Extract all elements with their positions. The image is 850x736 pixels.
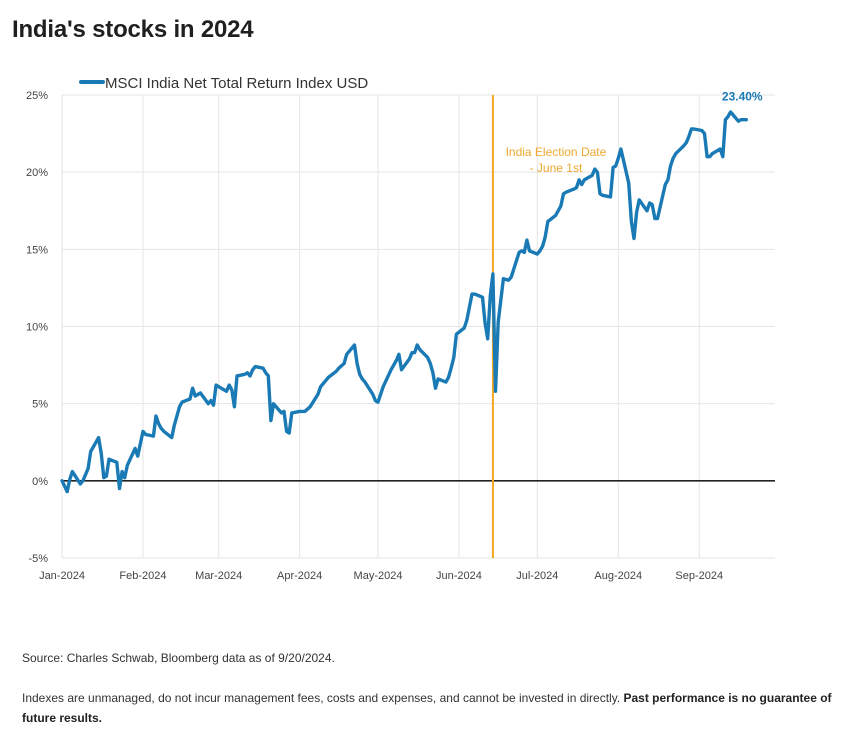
y-tick-label: -5% — [28, 553, 48, 565]
x-tick-label: Apr-2024 — [277, 570, 322, 582]
x-tick-label: Feb-2024 — [119, 570, 166, 582]
election-annotation-line2: - June 1st — [530, 161, 583, 175]
series-line-msci-india — [60, 110, 748, 494]
x-tick-label: May-2024 — [354, 570, 403, 582]
page-title: India's stocks in 2024 — [12, 16, 254, 43]
y-tick-label: 10% — [26, 322, 48, 334]
source-note: Source: Charles Schwab, Bloomberg data a… — [22, 651, 335, 665]
election-annotation-line1: India Election Date — [506, 145, 607, 159]
disclaimer-note: Indexes are unmanaged, do not incur mana… — [22, 688, 832, 728]
x-tick-label: Sep-2024 — [675, 570, 723, 582]
y-tick-label: 15% — [26, 244, 48, 256]
line-chart: -5% 0% 5% 10% 15% 20% 25% Jan-2024 Feb-2024 Mar-2… — [26, 75, 775, 582]
end-value-label: 23.40% — [722, 89, 763, 103]
x-tick-label: Jul-2024 — [516, 570, 558, 582]
y-tick-label: 0% — [32, 476, 48, 488]
disclaimer-bold-text: Past performance is no guarantee of futu… — [22, 691, 832, 725]
x-tick-label: Jun-2024 — [436, 570, 482, 582]
x-tick-label: Jan-2024 — [39, 570, 85, 582]
x-tick-label: Aug-2024 — [594, 570, 642, 582]
disclaimer-text: Indexes are unmanaged, do not incur mana… — [22, 691, 624, 705]
x-tick-label: Mar-2024 — [195, 570, 242, 582]
legend-label: MSCI India Net Total Return Index USD — [105, 75, 368, 92]
y-tick-label: 5% — [32, 399, 48, 411]
y-tick-label: 25% — [26, 90, 48, 102]
y-tick-label: 20% — [26, 167, 48, 179]
